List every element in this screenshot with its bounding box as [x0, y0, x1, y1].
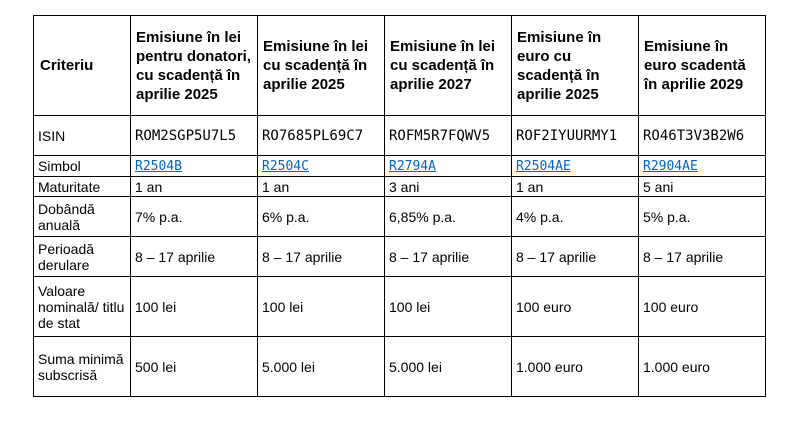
- column-header: Emisiune în euro scadentă în aprilie 202…: [638, 15, 766, 116]
- isin-value: ROM2SGP5U7L5: [130, 115, 258, 156]
- isin-value: ROFM5R7FQWV5: [384, 115, 512, 156]
- table-cell: R2504B: [130, 155, 258, 177]
- min-subscription-value: 1.000 euro: [638, 336, 766, 397]
- column-header: Emisiune în lei pentru donatori, cu scad…: [130, 15, 258, 116]
- period-value: 8 – 17 aprilie: [130, 236, 258, 277]
- table-cell: R2504AE: [511, 155, 639, 177]
- bonds-table: Criteriu Emisiune în lei pentru donatori…: [33, 15, 766, 397]
- min-subscription-value: 500 lei: [130, 336, 258, 397]
- symbol-link[interactable]: R2504AE: [516, 159, 571, 174]
- period-value: 8 – 17 aprilie: [638, 236, 766, 277]
- row-label: Maturitate: [33, 176, 131, 197]
- period-value: 8 – 17 aprilie: [384, 236, 512, 277]
- table-row-valoare: Valoare nominală/ titlu de stat 100 lei …: [33, 276, 766, 337]
- min-subscription-value: 1.000 euro: [511, 336, 639, 397]
- symbol-link[interactable]: R2794A: [389, 159, 436, 174]
- maturity-value: 5 ani: [638, 176, 766, 197]
- row-label: Perioadă derulare: [33, 236, 131, 277]
- table-cell: R2504C: [257, 155, 385, 177]
- interest-value: 7% p.a.: [130, 196, 258, 237]
- row-label: Dobândă anuală: [33, 196, 131, 237]
- nominal-value: 100 euro: [511, 276, 639, 337]
- row-label: Suma minimă subscrisă: [33, 336, 131, 397]
- nominal-value: 100 lei: [130, 276, 258, 337]
- isin-value: RO7685PL69C7: [257, 115, 385, 156]
- table-row-maturitate: Maturitate 1 an 1 an 3 ani 1 an 5 ani: [33, 176, 766, 197]
- maturity-value: 1 an: [511, 176, 639, 197]
- column-header: Emisiune în lei cu scadență în aprilie 2…: [257, 15, 385, 116]
- row-label: ISIN: [33, 115, 131, 156]
- maturity-value: 3 ani: [384, 176, 512, 197]
- criteria-header: Criteriu: [33, 15, 131, 116]
- interest-value: 4% p.a.: [511, 196, 639, 237]
- period-value: 8 – 17 aprilie: [511, 236, 639, 277]
- nominal-value: 100 euro: [638, 276, 766, 337]
- table-row-perioada: Perioadă derulare 8 – 17 aprilie 8 – 17 …: [33, 236, 766, 277]
- maturity-value: 1 an: [257, 176, 385, 197]
- min-subscription-value: 5.000 lei: [257, 336, 385, 397]
- nominal-value: 100 lei: [257, 276, 385, 337]
- table-row-suma: Suma minimă subscrisă 500 lei 5.000 lei …: [33, 336, 766, 397]
- table-cell: R2794A: [384, 155, 512, 177]
- nominal-value: 100 lei: [384, 276, 512, 337]
- row-label: Simbol: [33, 155, 131, 177]
- column-header: Emisiune în euro cu scadență în aprilie …: [511, 15, 639, 116]
- table-row-dobanda: Dobândă anuală 7% p.a. 6% p.a. 6,85% p.a…: [33, 196, 766, 237]
- isin-value: RO46T3V3B2W6: [638, 115, 766, 156]
- interest-value: 6% p.a.: [257, 196, 385, 237]
- table-row-simbol: Simbol R2504B R2504C R2794A R2504AE R290…: [33, 155, 766, 177]
- isin-value: ROF2IYUURMY1: [511, 115, 639, 156]
- period-value: 8 – 17 aprilie: [257, 236, 385, 277]
- symbol-link[interactable]: R2504C: [262, 159, 309, 174]
- table-header-row: Criteriu Emisiune în lei pentru donatori…: [33, 15, 766, 116]
- table-cell: R2904AE: [638, 155, 766, 177]
- maturity-value: 1 an: [130, 176, 258, 197]
- row-label: Valoare nominală/ titlu de stat: [33, 276, 131, 337]
- min-subscription-value: 5.000 lei: [384, 336, 512, 397]
- table-row-isin: ISIN ROM2SGP5U7L5 RO7685PL69C7 ROFM5R7FQ…: [33, 115, 766, 156]
- symbol-link[interactable]: R2904AE: [643, 159, 698, 174]
- interest-value: 5% p.a.: [638, 196, 766, 237]
- interest-value: 6,85% p.a.: [384, 196, 512, 237]
- column-header: Emisiune în lei cu scadență în aprilie 2…: [384, 15, 512, 116]
- symbol-link[interactable]: R2504B: [135, 159, 182, 174]
